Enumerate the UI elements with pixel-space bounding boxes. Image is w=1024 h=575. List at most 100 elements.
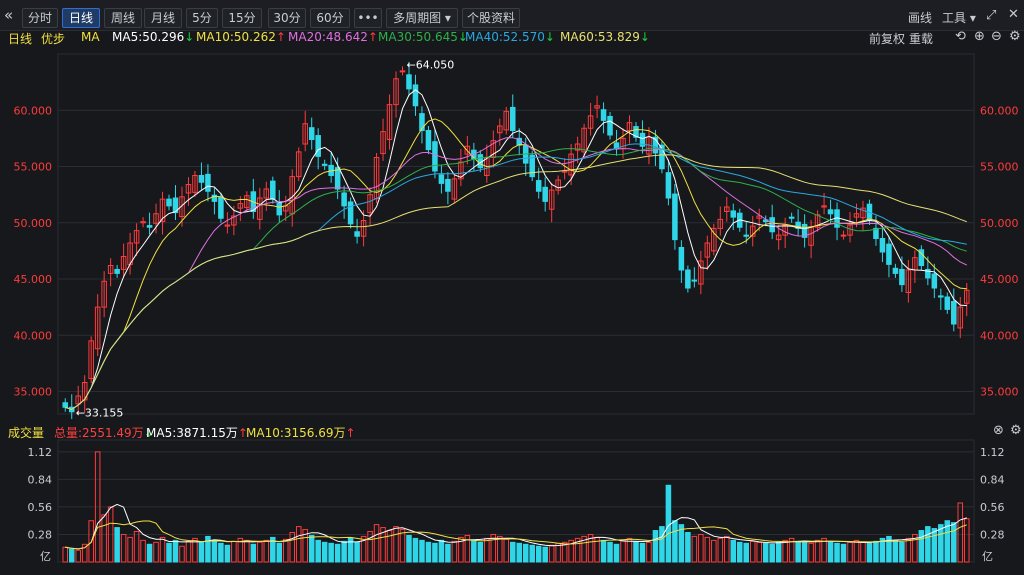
volume-bar xyxy=(263,539,270,563)
volume-bar xyxy=(678,524,685,563)
candle-body xyxy=(535,180,542,192)
volume-bar xyxy=(574,537,581,563)
volume-bar xyxy=(711,539,717,563)
candle-body xyxy=(905,269,912,293)
ma-label[interactable]: MA xyxy=(81,30,100,44)
volume-bar xyxy=(951,522,957,563)
candle-body xyxy=(925,268,931,279)
volume-bar xyxy=(633,540,639,563)
candle-body xyxy=(94,306,101,350)
toolbar-button-0[interactable]: 分时 xyxy=(22,8,58,28)
volume-settings-icon[interactable]: ⚙ xyxy=(1010,423,1022,438)
toolbar-button-10[interactable]: 个股资料 xyxy=(462,8,520,28)
volume-tick-left: 0.56 xyxy=(28,501,53,514)
toolbar-button-7[interactable]: 60分 xyxy=(310,8,350,28)
candle-body xyxy=(827,209,834,215)
settings-icon[interactable]: ⚙ xyxy=(1009,29,1021,44)
candle-body xyxy=(347,201,354,225)
price-tick-left: 35.000 xyxy=(14,386,53,399)
price-tick-left: 45.000 xyxy=(14,273,53,286)
toolbar-button-5[interactable]: 15分 xyxy=(222,8,262,28)
candle-body xyxy=(205,173,211,192)
ma-legend-item-5: MA60:53.829↓ xyxy=(560,30,650,44)
volume-unit-right: 亿 xyxy=(982,550,993,563)
mode-label[interactable]: 优步 xyxy=(41,32,66,46)
volume-bar xyxy=(295,526,302,563)
volume-bar xyxy=(509,541,516,563)
volume-bar xyxy=(581,535,587,563)
volume-tick-right: 0.28 xyxy=(980,528,1005,541)
volume-bar xyxy=(626,537,633,563)
candle-body xyxy=(166,198,172,207)
candle-body xyxy=(321,163,328,166)
toolbar-button-1[interactable]: 日线 xyxy=(62,8,100,28)
volume-bar xyxy=(341,540,347,563)
zoom-out-icon[interactable]: ⊖ xyxy=(991,29,1002,44)
candle-body xyxy=(931,273,938,289)
volume-bar xyxy=(639,542,646,563)
candle-body xyxy=(704,242,711,258)
expand-icon[interactable]: ⤢ xyxy=(986,8,997,23)
reload-button[interactable]: 重载 xyxy=(909,32,934,46)
draw-line-button[interactable]: 画线 xyxy=(908,11,933,25)
volume-bar xyxy=(153,541,159,563)
ma-line-ma10 xyxy=(65,118,967,411)
toolbar-button-9[interactable]: 多周期图 ▾ xyxy=(386,8,458,28)
close-icon[interactable]: ✕ xyxy=(1008,7,1019,22)
collapse-left-icon[interactable]: « xyxy=(4,6,14,24)
candle-body xyxy=(633,126,639,138)
price-tick-left: 50.000 xyxy=(14,217,53,230)
volume-bar xyxy=(522,543,529,563)
volume-bar xyxy=(600,539,607,563)
volume-bar xyxy=(613,543,620,563)
volume-bar xyxy=(166,542,172,563)
volume-bar xyxy=(140,539,146,563)
candle-body xyxy=(607,115,613,136)
volume-bar xyxy=(646,541,652,563)
candle-body xyxy=(944,296,951,310)
candle-body xyxy=(198,175,205,183)
candle-body xyxy=(133,230,140,244)
candle-body xyxy=(600,109,607,121)
toolbar-button-6[interactable]: 30分 xyxy=(268,8,306,28)
volume-bar xyxy=(892,539,899,563)
volume-bar xyxy=(133,531,140,563)
volume-bar xyxy=(354,541,360,563)
ma-legend-item-1: MA10:50.262↑ xyxy=(196,30,286,44)
volume-bar xyxy=(101,514,107,563)
ma-legend-item-2: MA20:48.642↑ xyxy=(288,30,378,44)
candle-body xyxy=(399,70,406,73)
volume-bar xyxy=(587,533,594,563)
volume-bar xyxy=(302,529,308,563)
forward-adjust-button[interactable]: 前复权 xyxy=(869,32,906,46)
undo-icon[interactable]: ⟲ xyxy=(955,29,966,44)
candle-body xyxy=(393,78,399,106)
price-tick-left: 55.000 xyxy=(14,161,53,174)
volume-bar xyxy=(490,533,497,563)
volume-bar xyxy=(347,537,354,563)
toolbar-button-4[interactable]: 5分 xyxy=(186,8,218,28)
close-volume-icon[interactable]: ⊗ xyxy=(993,423,1004,438)
candle-body xyxy=(639,132,646,147)
zoom-in-icon[interactable]: ⊕ xyxy=(974,29,985,44)
volume-bar xyxy=(834,542,840,563)
toolbar-button-8[interactable]: ••• xyxy=(354,8,382,28)
candle-body xyxy=(963,289,970,304)
toolbar-button-3[interactable]: 月线 xyxy=(144,8,182,28)
ma-line-ma60 xyxy=(65,154,967,411)
tools-menu[interactable]: 工具 ▾ xyxy=(942,11,976,25)
candle-body xyxy=(698,260,704,285)
toolbar-button-2[interactable]: 周线 xyxy=(104,8,142,28)
volume-bar xyxy=(503,538,510,563)
candle-body xyxy=(308,127,315,140)
volume-bar xyxy=(185,540,192,563)
volume-bar xyxy=(179,545,185,563)
volume-bar xyxy=(159,536,166,563)
volume-bar xyxy=(620,539,626,563)
volume-bar xyxy=(665,484,672,563)
candle-body xyxy=(756,215,762,219)
candle-body xyxy=(691,279,698,282)
candle-body xyxy=(211,194,218,202)
volume-bar xyxy=(380,527,386,563)
